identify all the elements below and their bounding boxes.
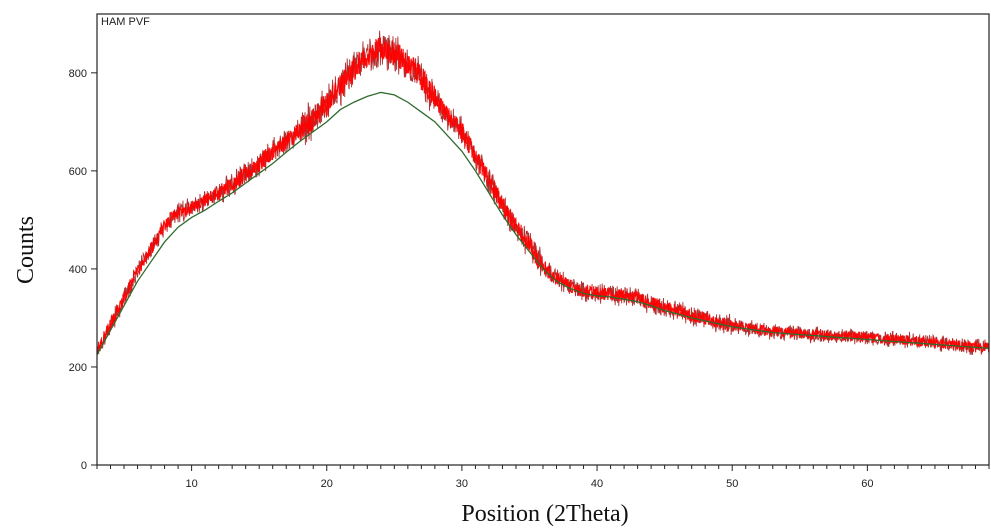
x-tick-label: 20	[321, 478, 333, 490]
x-tick-label: 10	[185, 478, 197, 490]
x-tick-label: 50	[726, 478, 738, 490]
y-tick-label: 400	[69, 264, 87, 276]
chart-title: HAM PVF	[101, 16, 150, 28]
fit-series	[96, 91, 990, 356]
x-tick-label: 30	[456, 478, 468, 490]
y-tick-label: 800	[69, 68, 87, 80]
plot-area	[97, 14, 989, 465]
x-tick-label: 40	[591, 478, 603, 490]
plot-layer	[96, 14, 990, 465]
y-tick-label: 0	[81, 460, 87, 472]
noisy-series	[96, 37, 990, 354]
y-tick-label: 200	[69, 362, 87, 374]
y-tick-label: 600	[69, 166, 87, 178]
x-tick-label: 60	[861, 478, 873, 490]
x-axis-label: Position (2Theta)	[461, 501, 628, 527]
y-axis-label: Counts	[13, 216, 39, 284]
